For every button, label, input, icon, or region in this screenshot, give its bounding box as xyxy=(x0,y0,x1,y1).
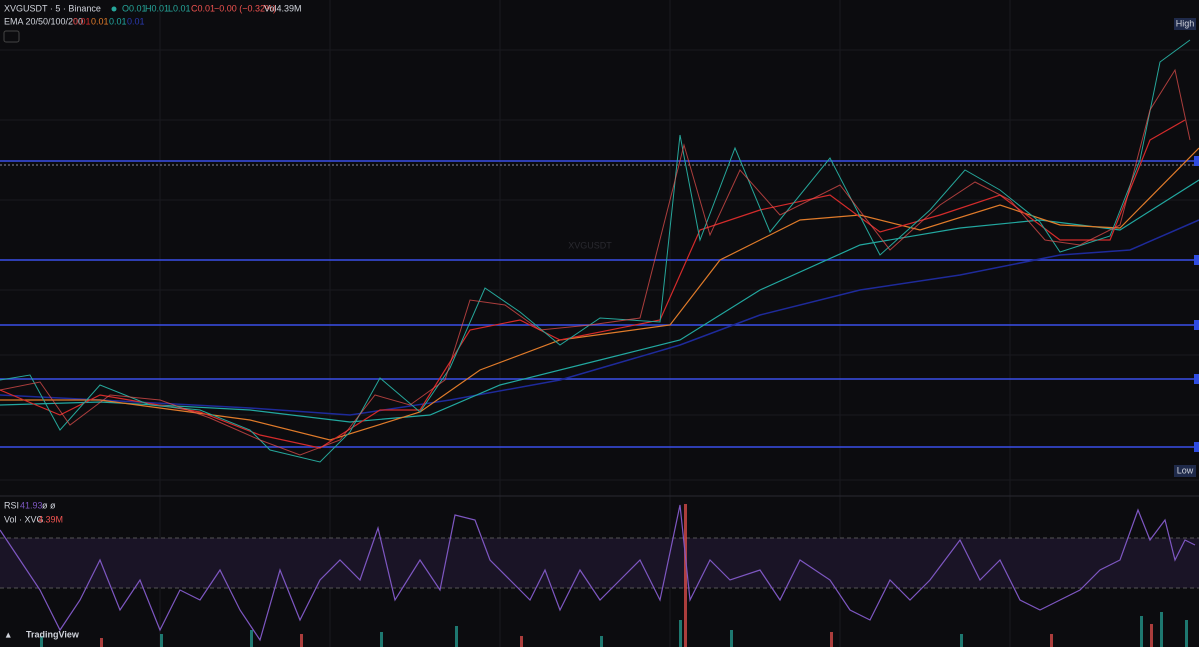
collapse-button[interactable] xyxy=(3,30,20,43)
ema-100 xyxy=(0,179,1199,423)
symbol: XVGUSDT · 5 · Binance xyxy=(4,3,101,13)
high: H0.01 xyxy=(145,3,169,13)
high-badge xyxy=(1174,18,1196,30)
rsi-line xyxy=(0,504,1196,642)
low-label: Low xyxy=(1177,465,1194,475)
volume-bars-down xyxy=(100,504,1153,647)
ema-value: 0.01 xyxy=(127,16,145,26)
status-dot xyxy=(111,6,117,12)
ema-value: 0.01 xyxy=(109,16,127,26)
high-label: High xyxy=(1176,18,1195,28)
level-lines xyxy=(0,160,1199,448)
ema-50 xyxy=(0,147,1199,441)
open: O0.01 xyxy=(122,3,147,13)
brand-logo: ▴ xyxy=(5,629,11,639)
ema-20 xyxy=(0,119,1186,449)
rsi-value: 41.93 xyxy=(20,500,43,510)
brand: TradingView xyxy=(26,629,80,639)
close: C0.01 xyxy=(191,3,215,13)
rsi-extra: ø ø xyxy=(42,500,56,510)
rsi-label: RSI xyxy=(4,500,19,510)
low-badge xyxy=(1174,465,1196,477)
level-handles xyxy=(1194,156,1199,452)
volume: Vol4.39M xyxy=(264,3,302,13)
change: −0.00 (−0.32%) xyxy=(214,3,276,13)
price-wicks xyxy=(0,68,1191,456)
ema-label: EMA 20/50/100/200 xyxy=(4,16,83,26)
watermark: XVGUSDT xyxy=(568,240,612,250)
ema-value: 0.01 xyxy=(91,16,109,26)
rsi-band xyxy=(0,538,1199,588)
volume-bars xyxy=(40,612,1188,647)
vol-label: Vol · XVG xyxy=(4,514,44,524)
ema-value: 0.01 xyxy=(73,16,91,26)
low: L0.01 xyxy=(168,3,191,13)
price-path xyxy=(0,39,1191,463)
ema-200 xyxy=(0,219,1199,416)
vol-value: 4.39M xyxy=(38,514,63,524)
